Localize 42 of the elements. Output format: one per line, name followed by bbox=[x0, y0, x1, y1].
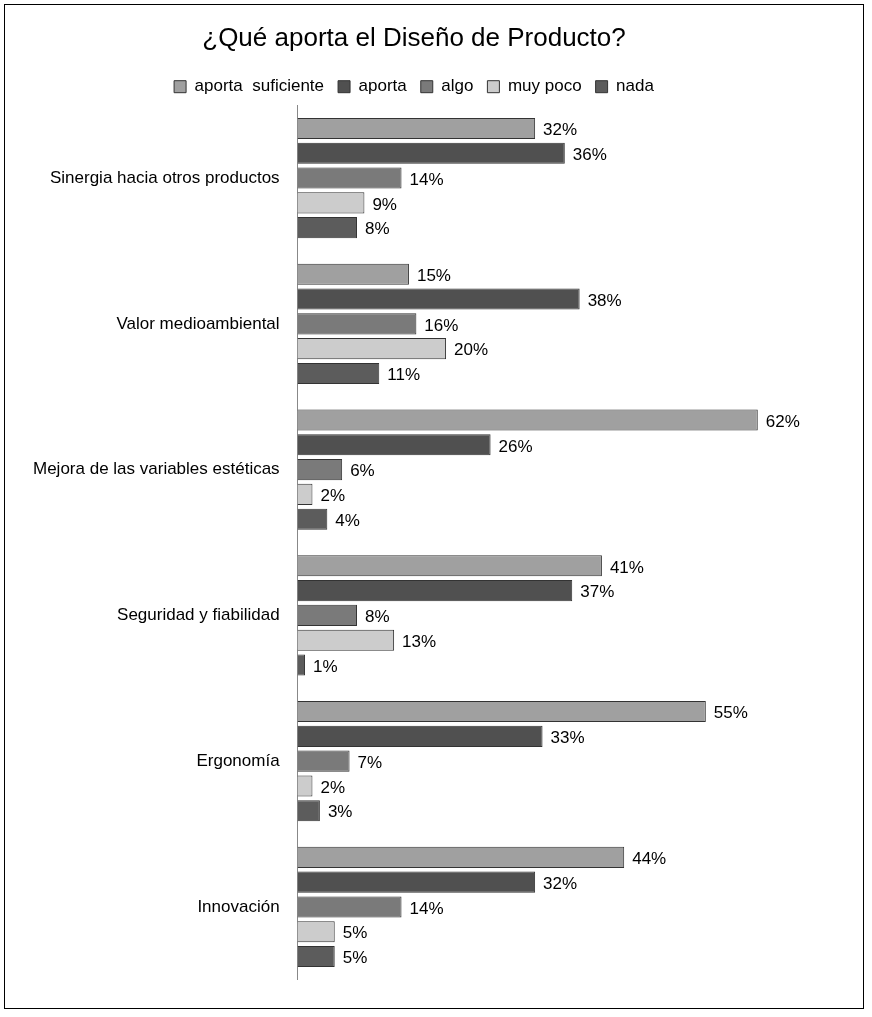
data-label: 15% bbox=[416, 265, 451, 285]
legend-label: algo bbox=[441, 76, 474, 96]
y-tick-label: Sinergia hacia otros productos bbox=[49, 167, 280, 187]
y-tick-label: Ergonomía bbox=[196, 750, 281, 770]
data-label: 44% bbox=[632, 849, 667, 869]
y-tick-label: Mejora de las variables estéticas bbox=[32, 459, 280, 479]
data-label: 32% bbox=[543, 120, 578, 140]
data-label: 5% bbox=[342, 948, 368, 968]
data-label: 62% bbox=[765, 411, 800, 431]
data-label: 20% bbox=[454, 340, 489, 360]
data-label: 1% bbox=[313, 656, 338, 676]
data-label: 14% bbox=[409, 898, 444, 918]
data-label: 2% bbox=[320, 486, 346, 506]
data-label: 11% bbox=[387, 365, 421, 385]
data-label: 33% bbox=[550, 728, 585, 748]
data-label: 13% bbox=[402, 631, 437, 651]
data-label: 37% bbox=[580, 582, 615, 602]
data-label: 36% bbox=[572, 144, 607, 164]
data-label: 2% bbox=[320, 777, 346, 797]
legend-label: muy poco bbox=[507, 76, 582, 96]
data-label: 9% bbox=[372, 194, 397, 214]
data-label: 26% bbox=[498, 436, 533, 456]
data-label: 41% bbox=[609, 557, 644, 577]
data-label: 38% bbox=[587, 290, 622, 310]
legend-label: aporta bbox=[358, 76, 408, 96]
data-label: 16% bbox=[424, 315, 459, 335]
data-label: 7% bbox=[357, 752, 383, 772]
data-label: 8% bbox=[364, 607, 390, 627]
data-label: 55% bbox=[713, 703, 748, 723]
data-label: 32% bbox=[543, 873, 578, 893]
data-label: 6% bbox=[350, 461, 375, 481]
y-tick-label: Innovación bbox=[197, 896, 280, 916]
data-label: 4% bbox=[335, 510, 360, 530]
data-label: 14% bbox=[409, 169, 444, 189]
legend-label: nada bbox=[616, 76, 655, 96]
y-tick-label: Seguridad y fiabilidad bbox=[117, 605, 280, 625]
legend-label: aporta suficiente bbox=[194, 76, 325, 96]
data-label: 3% bbox=[327, 802, 353, 822]
data-label: 8% bbox=[364, 219, 390, 239]
chart-title: ¿Qué aporta el Diseño de Producto? bbox=[202, 21, 626, 52]
data-label: 5% bbox=[342, 923, 368, 943]
y-tick-label: Valor medioambiental bbox=[116, 313, 280, 333]
